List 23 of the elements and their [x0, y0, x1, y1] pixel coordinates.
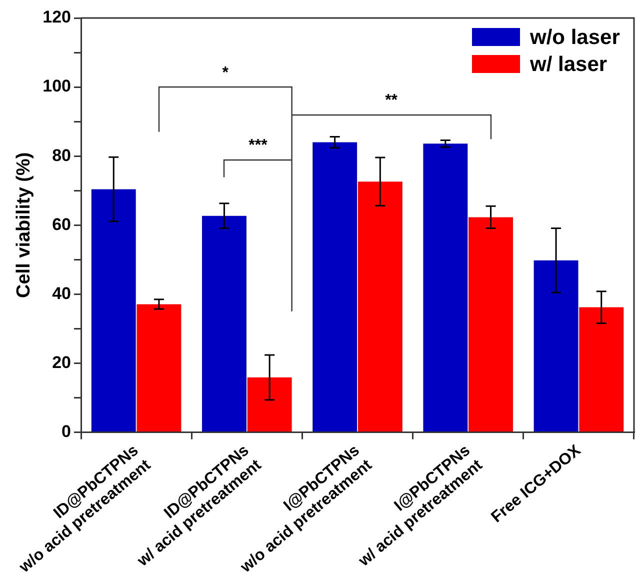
bar [312, 142, 358, 432]
y-tick-label: 40 [52, 284, 71, 303]
y-tick-label: 100 [42, 76, 71, 96]
bar [202, 216, 246, 432]
legend-label: w/ laser [529, 52, 608, 76]
y-tick-label: 0 [62, 422, 71, 441]
bar [91, 189, 136, 432]
annotation: * [222, 64, 230, 82]
bar [579, 307, 624, 432]
annotation: ** [385, 92, 398, 110]
legend-label: w/o laser [529, 26, 620, 49]
bar [468, 217, 513, 432]
y-tick-label: 60 [52, 214, 71, 234]
y-tick-label: 80 [52, 146, 71, 165]
bar [358, 182, 402, 432]
y-tick-label: 20 [52, 352, 71, 372]
bar [136, 304, 182, 432]
bar [247, 377, 292, 432]
bar [534, 260, 578, 432]
y-axis-title: Cell viability (%) [13, 152, 34, 298]
y-tick-label: 120 [42, 8, 71, 27]
annotation: *** [248, 136, 268, 154]
bar [423, 144, 468, 432]
